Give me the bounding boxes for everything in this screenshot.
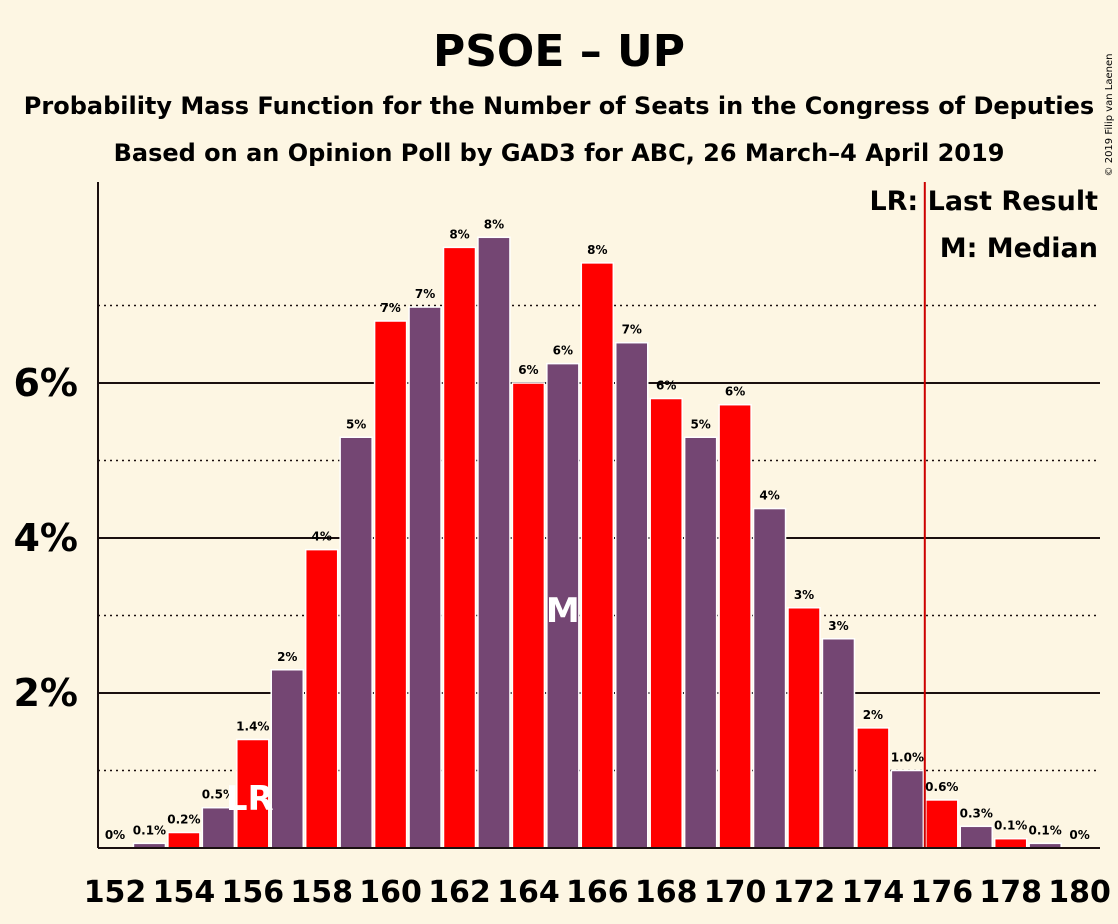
x-tick-label: 164 bbox=[497, 875, 560, 910]
x-tick-label: 180 bbox=[1048, 875, 1111, 910]
bar-value-label: 0% bbox=[1069, 828, 1089, 842]
bar-value-label: 6% bbox=[725, 385, 745, 399]
bar-value-label: 8% bbox=[587, 243, 607, 257]
x-tick-label: 168 bbox=[635, 875, 698, 910]
bar-value-label: 4% bbox=[759, 489, 779, 503]
bar-seat-158 bbox=[304, 548, 339, 849]
legend: LR: Last Result M: Median bbox=[869, 186, 1098, 264]
bar-seat-177 bbox=[959, 825, 993, 849]
y-tick-label: 4% bbox=[13, 516, 78, 560]
bar-value-label: 0.1% bbox=[1029, 823, 1062, 837]
bar-seat-154 bbox=[167, 831, 201, 849]
bar-value-label: 0.2% bbox=[167, 813, 200, 827]
copyright-notice: © 2019 Filip van Laenen bbox=[1104, 54, 1115, 177]
bar-seat-178 bbox=[993, 837, 1028, 849]
chart-title: PSOE – UP bbox=[433, 26, 685, 77]
bar-value-label: 6% bbox=[656, 379, 676, 393]
bar-value-label: 1.4% bbox=[236, 720, 269, 734]
bar-seat-172 bbox=[787, 607, 821, 849]
x-tick-label: 172 bbox=[773, 875, 836, 910]
x-axis-ticks: 152 154 156 158 160 162 164 166 168 170 172 174 176 1… bbox=[84, 875, 1111, 910]
bar-value-label: 3% bbox=[828, 619, 848, 633]
x-tick-label: 174 bbox=[842, 875, 905, 910]
bars bbox=[132, 182, 1062, 849]
x-tick-label: 152 bbox=[84, 875, 147, 910]
y-tick-label: 6% bbox=[13, 361, 78, 405]
bar-markers: LR M bbox=[226, 591, 580, 819]
bar-value-label: 5% bbox=[690, 417, 710, 431]
bar-seat-157 bbox=[270, 669, 304, 849]
bar-seat-165 bbox=[546, 362, 580, 849]
bar-value-label: 0.1% bbox=[133, 823, 166, 837]
bar-value-label: 1.0% bbox=[891, 751, 924, 765]
x-tick-label: 166 bbox=[566, 875, 629, 910]
bar-value-label: 3% bbox=[794, 588, 814, 602]
bar-value-label: 0.3% bbox=[960, 806, 993, 820]
bar-seat-176 bbox=[925, 799, 959, 849]
bar-seat-156 bbox=[236, 738, 270, 849]
bar-value-label: 8% bbox=[449, 227, 469, 241]
legend-entry-lr: LR: Last Result bbox=[869, 186, 1098, 217]
bar-seat-171 bbox=[752, 507, 787, 849]
bar-value-label: 0.6% bbox=[925, 780, 958, 794]
y-axis-ticks: 2% 4% 6% bbox=[13, 361, 78, 715]
bar-value-label: 0.5% bbox=[202, 788, 235, 802]
bar-seat-174 bbox=[856, 727, 890, 849]
bar-value-label: 2% bbox=[277, 650, 297, 664]
bar-value-labels: 0% 0.1%0.2%0.5%1.4%2%4%5%7%7%8%8%6%6%8%7%… bbox=[105, 217, 1090, 842]
bar-seat-162 bbox=[442, 246, 477, 849]
bar-value-label: 6% bbox=[518, 363, 538, 377]
bar-seat-168 bbox=[649, 397, 683, 849]
bar-value-label: 4% bbox=[312, 530, 332, 544]
x-tick-label: 158 bbox=[290, 875, 353, 910]
bar-seat-169 bbox=[683, 436, 718, 849]
bar-value-label: 7% bbox=[415, 287, 435, 301]
bar-seat-164 bbox=[511, 382, 546, 849]
x-tick-label: 160 bbox=[359, 875, 422, 910]
bar-seat-163 bbox=[477, 236, 511, 849]
median-marker: M bbox=[546, 591, 580, 631]
bar-seat-173 bbox=[821, 638, 856, 849]
x-tick-label: 170 bbox=[704, 875, 767, 910]
x-tick-label: 154 bbox=[153, 875, 216, 910]
bar-seat-159 bbox=[339, 436, 373, 849]
bar-value-label: 2% bbox=[863, 708, 883, 722]
bar-seat-160 bbox=[373, 320, 408, 849]
bar-value-label: 6% bbox=[553, 344, 573, 358]
x-tick-label: 162 bbox=[428, 875, 491, 910]
bar-value-label: 8% bbox=[484, 217, 504, 231]
x-tick-label: 156 bbox=[221, 875, 284, 910]
bar-seat-170 bbox=[718, 403, 752, 849]
bar-seat-175 bbox=[890, 769, 925, 849]
bar-seat-167 bbox=[615, 341, 649, 849]
last-result-marker: LR bbox=[226, 779, 274, 819]
bar-value-label: 7% bbox=[380, 301, 400, 315]
legend-entry-m: M: Median bbox=[940, 233, 1098, 264]
y-tick-label: 2% bbox=[13, 671, 78, 715]
bar-value-label: 0% bbox=[105, 828, 125, 842]
bar-seat-166 bbox=[580, 262, 615, 849]
chart-subtitle-poll: Based on an Opinion Poll by GAD3 for ABC… bbox=[114, 139, 1005, 167]
x-tick-label: 178 bbox=[979, 875, 1042, 910]
chart-subtitle: Probability Mass Function for the Number… bbox=[24, 92, 1094, 120]
bar-value-label: 0.1% bbox=[994, 819, 1027, 833]
bar-value-label: 5% bbox=[346, 417, 366, 431]
bar-seat-161 bbox=[408, 306, 442, 849]
x-tick-label: 176 bbox=[910, 875, 973, 910]
bar-value-label: 7% bbox=[622, 323, 642, 337]
